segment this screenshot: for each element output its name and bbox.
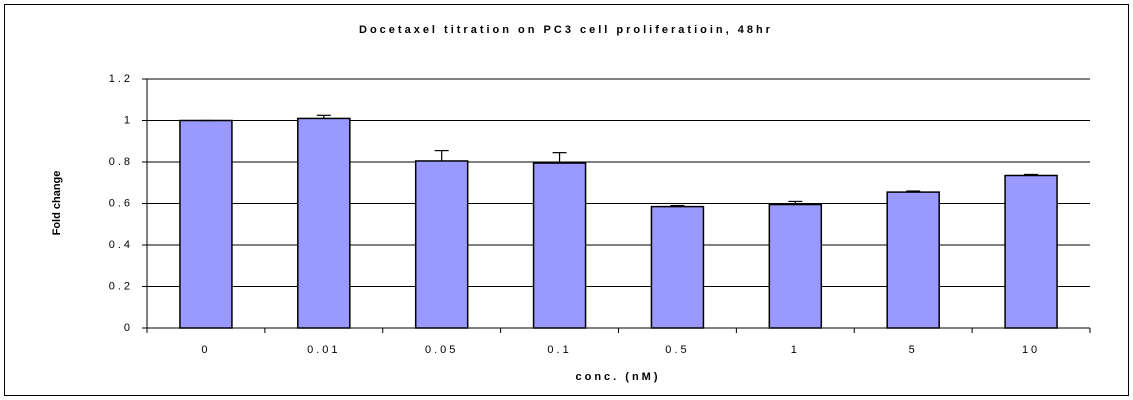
y-tick-label: 0.4 xyxy=(109,239,133,251)
x-tick-label: 1 xyxy=(791,344,800,356)
bar xyxy=(179,119,233,329)
y-axis-label: Fold change xyxy=(51,171,63,236)
y-tick-label: 0.6 xyxy=(109,197,133,209)
bar xyxy=(650,205,705,329)
bar xyxy=(768,203,823,329)
bar xyxy=(886,191,940,329)
x-tick-label: 5 xyxy=(909,344,918,356)
x-tick-label: 0.01 xyxy=(307,344,340,356)
bar xyxy=(1004,174,1058,329)
bar xyxy=(297,117,351,329)
y-tick-label: 0 xyxy=(124,322,133,334)
chart-title: Docetaxel titration on PC3 cell prolifer… xyxy=(359,24,773,36)
y-tick-label: 1.2 xyxy=(109,73,133,85)
x-tick-label: 0.1 xyxy=(547,344,571,356)
bar xyxy=(532,162,587,329)
y-tick-label: 0.8 xyxy=(109,156,133,168)
x-tick-label: 0.5 xyxy=(665,344,689,356)
y-tick-label: 1 xyxy=(124,114,133,126)
x-tick-label: 0 xyxy=(201,344,210,356)
x-tick-label: 10 xyxy=(1022,344,1040,356)
x-tick-label: 0.05 xyxy=(425,344,458,356)
x-axis-label: conc. (nM) xyxy=(576,371,661,383)
bar xyxy=(414,160,469,329)
y-tick-label: 0.2 xyxy=(109,280,133,292)
